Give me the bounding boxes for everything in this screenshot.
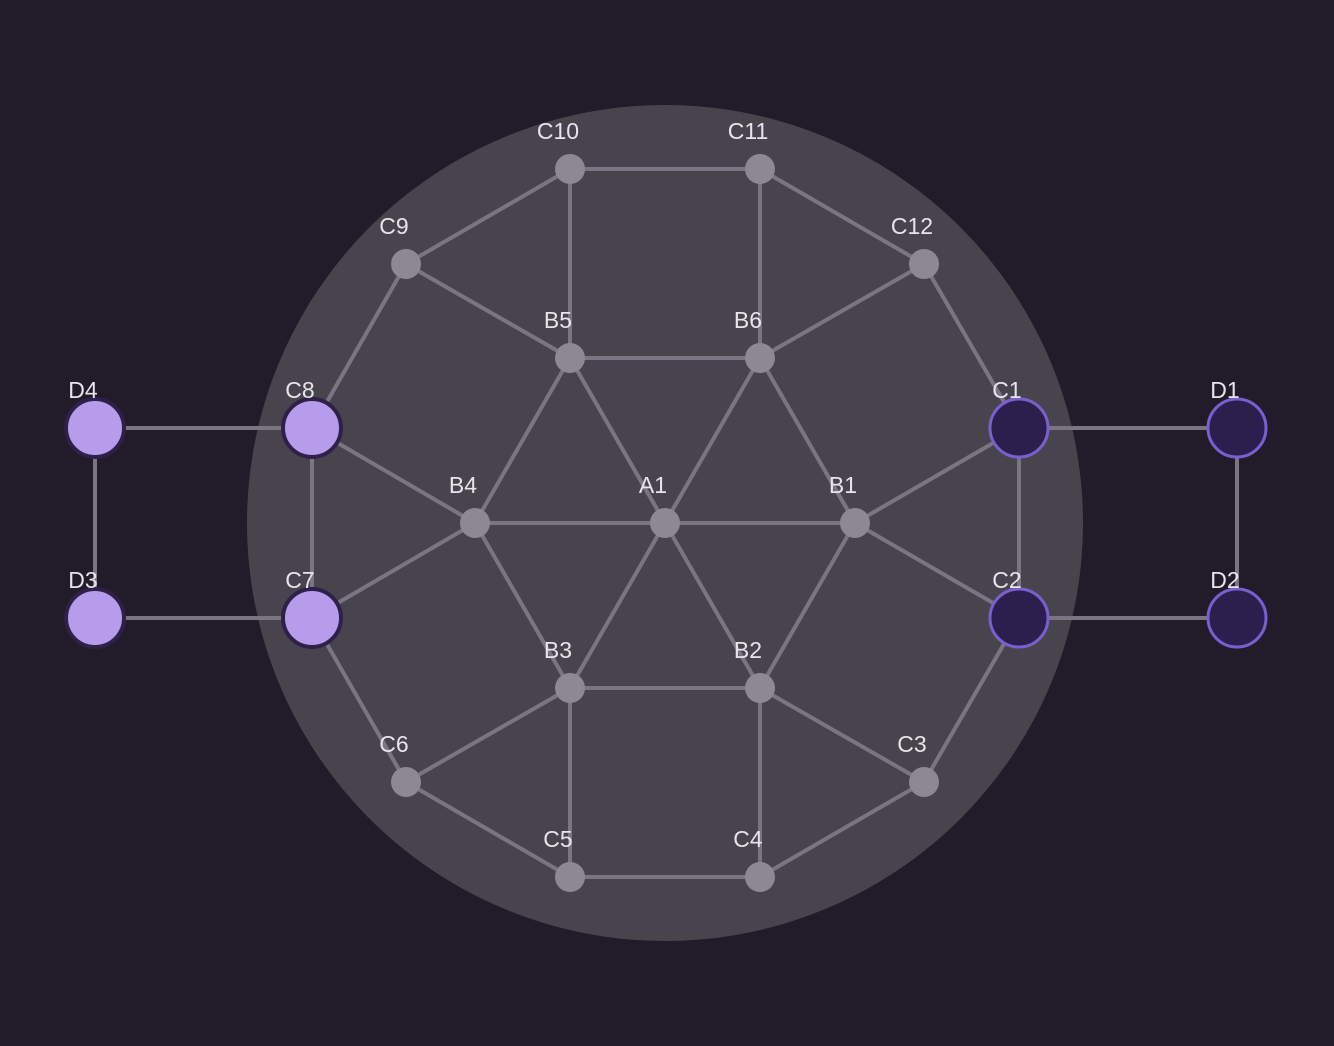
empty-point[interactable] xyxy=(650,508,680,538)
edge-a1-b2 xyxy=(663,521,762,690)
edge-b1-c1 xyxy=(853,426,1021,525)
dark-piece[interactable] xyxy=(1206,587,1268,649)
node-label: D4 xyxy=(68,377,98,403)
node-c8[interactable]: C8 xyxy=(281,377,343,459)
edge-b4-b5 xyxy=(473,356,572,525)
node-c3[interactable]: C3 xyxy=(897,731,939,797)
node-label: C11 xyxy=(728,118,769,144)
node-c11[interactable]: C11 xyxy=(728,118,775,184)
node-label: C10 xyxy=(537,118,579,144)
empty-point[interactable] xyxy=(745,343,775,373)
empty-point[interactable] xyxy=(391,249,421,279)
edge-b3-b4 xyxy=(473,521,572,690)
node-c1[interactable]: C1 xyxy=(988,377,1050,459)
edge-c12-c1 xyxy=(922,262,1021,430)
dark-piece[interactable] xyxy=(1206,397,1268,459)
edge-b1-c2 xyxy=(853,521,1021,620)
node-d4[interactable]: D4 xyxy=(64,377,126,459)
empty-point[interactable] xyxy=(391,767,421,797)
edge-c3-c4 xyxy=(758,780,926,879)
node-b3[interactable]: B3 xyxy=(544,637,585,703)
node-label: C2 xyxy=(992,567,1021,593)
edge-c6-c7 xyxy=(310,616,408,784)
node-label: C6 xyxy=(379,731,408,757)
empty-point[interactable] xyxy=(745,154,775,184)
edge-a1-b6 xyxy=(663,356,762,525)
empty-point[interactable] xyxy=(555,343,585,373)
node-label: C1 xyxy=(992,377,1021,403)
empty-point[interactable] xyxy=(840,508,870,538)
node-d1[interactable]: D1 xyxy=(1206,377,1268,459)
empty-point[interactable] xyxy=(555,862,585,892)
node-b5[interactable]: B5 xyxy=(544,307,585,373)
node-c9[interactable]: C9 xyxy=(379,213,421,279)
node-c7[interactable]: C7 xyxy=(281,567,343,649)
edges-layer xyxy=(93,167,1239,879)
nodes-layer: A1 B1 B2 B3 B4 B5 B6 C1 C2 C3 C4 C5 C6 C7 C8 C9 C10 C11 C1… xyxy=(64,118,1268,892)
node-b2[interactable]: B2 xyxy=(734,637,775,703)
empty-point[interactable] xyxy=(745,862,775,892)
node-label: B3 xyxy=(544,637,572,663)
node-label: B2 xyxy=(734,637,762,663)
empty-point[interactable] xyxy=(555,673,585,703)
edge-a1-b5 xyxy=(568,356,667,525)
node-label: C7 xyxy=(285,567,314,593)
edge-b6-b1 xyxy=(758,356,857,525)
node-label: C5 xyxy=(543,826,572,852)
node-label: C9 xyxy=(379,213,408,239)
edge-c5-c6 xyxy=(404,780,572,879)
node-c5[interactable]: C5 xyxy=(543,826,585,892)
empty-point[interactable] xyxy=(555,154,585,184)
edge-c8-c9 xyxy=(310,262,408,430)
node-label: B1 xyxy=(829,472,857,498)
edge-b3-c6 xyxy=(404,686,572,784)
edge-c2-c3 xyxy=(922,616,1021,784)
node-b4[interactable]: B4 xyxy=(449,472,490,538)
node-b1[interactable]: B1 xyxy=(829,472,870,538)
node-b6[interactable]: B6 xyxy=(734,307,775,373)
edge-b4-c7 xyxy=(310,521,477,620)
empty-point[interactable] xyxy=(909,767,939,797)
node-c10[interactable]: C10 xyxy=(537,118,585,184)
empty-point[interactable] xyxy=(745,673,775,703)
empty-point[interactable] xyxy=(460,508,490,538)
node-c12[interactable]: C12 xyxy=(891,213,939,279)
light-piece[interactable] xyxy=(281,587,343,649)
light-piece[interactable] xyxy=(64,397,126,459)
edge-c9-c10 xyxy=(404,167,572,266)
node-label: C8 xyxy=(285,377,314,403)
edge-b6-c12 xyxy=(758,262,926,360)
light-piece[interactable] xyxy=(281,397,343,459)
node-a1[interactable]: A1 xyxy=(639,472,680,538)
light-piece[interactable] xyxy=(64,587,126,649)
node-label: A1 xyxy=(639,472,667,498)
node-c4[interactable]: C4 xyxy=(733,826,775,892)
node-label: D2 xyxy=(1210,567,1239,593)
edge-b5-c9 xyxy=(404,262,572,360)
dark-piece[interactable] xyxy=(988,587,1050,649)
node-label: B5 xyxy=(544,307,572,333)
node-label: D3 xyxy=(68,567,97,593)
node-label: C12 xyxy=(891,213,933,239)
node-label: C3 xyxy=(897,731,926,757)
edge-c11-c12 xyxy=(758,167,926,266)
node-label: D1 xyxy=(1210,377,1239,403)
node-d2[interactable]: D2 xyxy=(1206,567,1268,649)
edge-a1-b3 xyxy=(568,521,667,690)
edge-b2-c3 xyxy=(758,686,926,784)
node-c2[interactable]: C2 xyxy=(988,567,1050,649)
empty-point[interactable] xyxy=(909,249,939,279)
node-label: B6 xyxy=(734,307,762,333)
dark-piece[interactable] xyxy=(988,397,1050,459)
edge-b1-b2 xyxy=(758,521,857,690)
node-label: B4 xyxy=(449,472,477,498)
edge-b4-c8 xyxy=(310,426,477,525)
node-d3[interactable]: D3 xyxy=(64,567,126,649)
node-label: C4 xyxy=(733,826,763,852)
node-c6[interactable]: C6 xyxy=(379,731,421,797)
